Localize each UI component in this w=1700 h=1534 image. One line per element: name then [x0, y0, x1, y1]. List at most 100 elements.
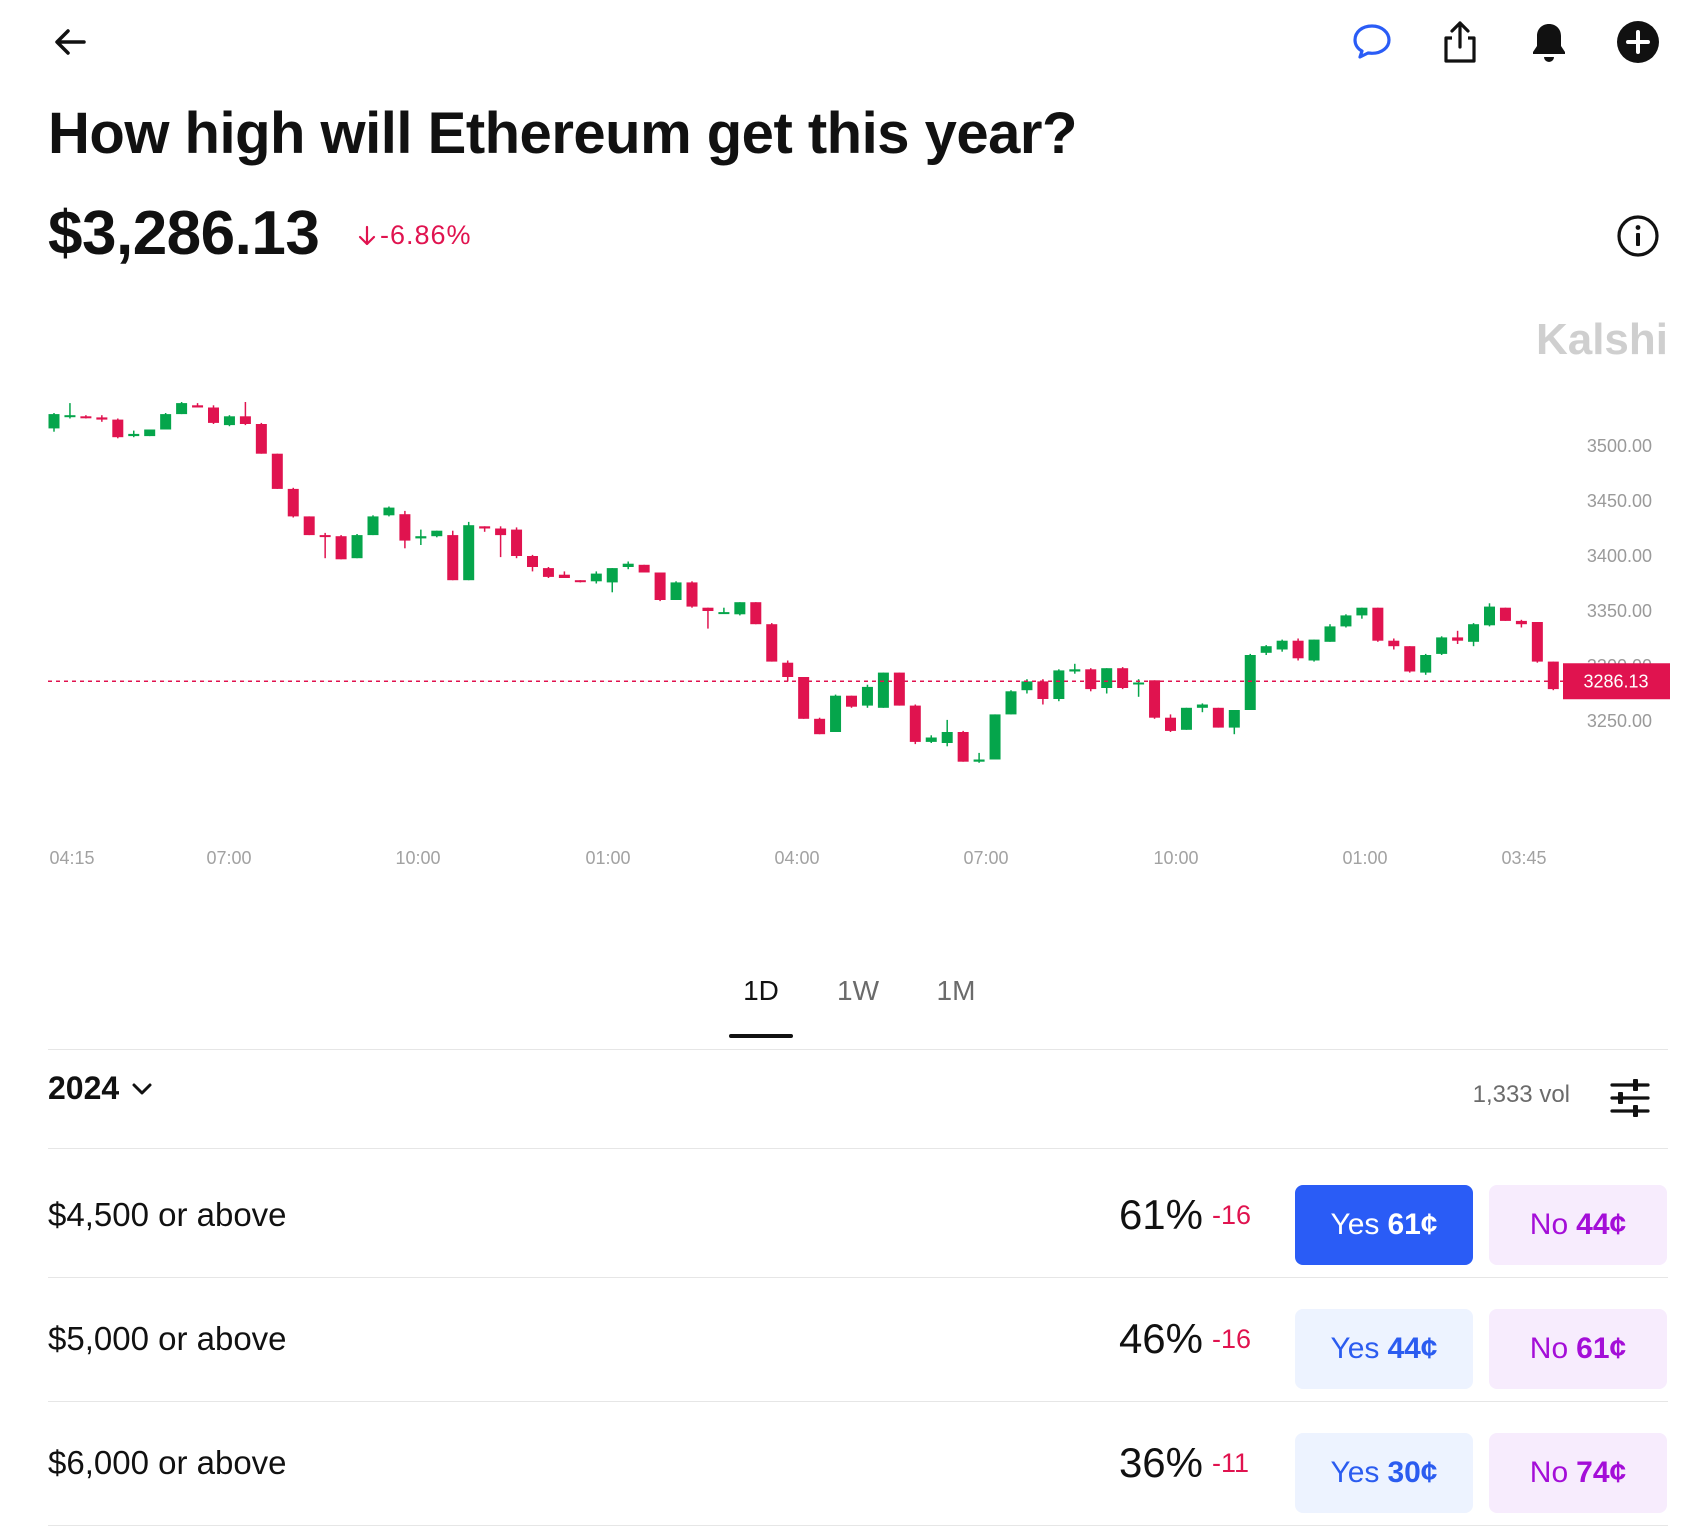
x-tick-label: 07:00 [206, 848, 251, 868]
candle [479, 526, 491, 532]
candle-body [542, 568, 554, 577]
current-price-tag-label: 3286.13 [1583, 671, 1648, 691]
candle-body [271, 453, 283, 489]
bell-icon[interactable] [1521, 14, 1577, 70]
candle-body [1340, 615, 1352, 627]
yes-label: Yes [1330, 1208, 1380, 1241]
candle-body [144, 429, 156, 437]
candle-body [1101, 668, 1113, 688]
candle-body [160, 414, 172, 430]
y-tick-label: 3400.00 [1587, 546, 1652, 566]
share-icon[interactable] [1432, 14, 1488, 70]
candle [1196, 703, 1208, 713]
candle [96, 415, 108, 422]
tab-1d[interactable]: 1D [729, 946, 793, 1038]
buy-yes-button[interactable]: Yes 44¢ [1295, 1309, 1473, 1389]
candle [1276, 639, 1288, 652]
market-probability-change: -11 [1212, 1447, 1250, 1478]
buy-no-button[interactable]: No 44¢ [1489, 1185, 1667, 1265]
candle-body [574, 580, 586, 583]
plus-circle-icon[interactable] [1610, 14, 1666, 70]
candle [814, 717, 826, 735]
buy-no-button[interactable]: No 74¢ [1489, 1433, 1667, 1513]
tab-1w[interactable]: 1W [837, 975, 879, 1006]
candle-body [973, 759, 985, 762]
candle [48, 413, 60, 432]
candle-body [941, 732, 953, 743]
candle [128, 430, 140, 438]
candle [750, 602, 762, 625]
candle-body [1005, 691, 1017, 715]
buy-yes-button[interactable]: Yes 61¢ [1295, 1185, 1473, 1265]
timeframe-tabs: 1D 1W 1M [0, 946, 1700, 1038]
candle [558, 571, 570, 578]
buy-yes-button[interactable]: Yes 30¢ [1295, 1433, 1473, 1513]
candle [1436, 636, 1448, 655]
candle [989, 714, 1001, 760]
candle-body [1117, 668, 1129, 688]
candle-body [686, 582, 698, 607]
candle-body [208, 407, 219, 423]
info-icon[interactable] [1610, 208, 1666, 264]
price-chart: Kalshi 3500.003450.003400.003350.003300.… [48, 315, 1670, 868]
candle-body [176, 403, 188, 415]
candle-body [96, 417, 108, 420]
no-price: 44¢ [1576, 1208, 1627, 1241]
candle [271, 453, 283, 489]
market-label: $4,500 or above [48, 1196, 287, 1233]
candle-body [957, 732, 969, 762]
candle-body [48, 414, 60, 429]
yes-label: Yes [1330, 1456, 1380, 1489]
candle [941, 719, 953, 747]
candle-body [1292, 640, 1304, 659]
candle-body [622, 563, 634, 567]
candle-body [1436, 637, 1448, 654]
candle-body [1547, 661, 1559, 690]
yes-label: Yes [1330, 1332, 1380, 1365]
candle-body [1515, 620, 1527, 625]
candle [782, 660, 794, 682]
candle [383, 506, 395, 517]
candle-body [1196, 704, 1208, 708]
candle-body [287, 488, 299, 517]
candle [80, 415, 92, 419]
year-selector[interactable]: 2024 [48, 1070, 155, 1107]
candle [702, 607, 714, 629]
buy-no-button[interactable]: No 61¢ [1489, 1309, 1667, 1389]
price-change: -6.86% [358, 220, 472, 251]
candle [1468, 623, 1480, 647]
comment-icon[interactable] [1344, 14, 1400, 70]
candle [1005, 690, 1017, 715]
candle [718, 607, 730, 615]
candle [1420, 653, 1432, 675]
x-tick-label: 04:15 [49, 848, 94, 868]
candle [176, 402, 188, 415]
candle-body [830, 695, 842, 732]
candle [160, 413, 172, 430]
back-arrow-icon[interactable] [42, 14, 98, 70]
candle [192, 403, 204, 408]
market-probability-change: -16 [1212, 1323, 1252, 1354]
candle [877, 672, 889, 708]
x-tick-label: 10:00 [1153, 848, 1198, 868]
filter-sliders-icon[interactable] [1600, 1068, 1660, 1128]
candle-body [846, 695, 857, 707]
divider [48, 1401, 1668, 1402]
candle [798, 677, 810, 719]
candle-body [782, 662, 794, 677]
yes-price: 61¢ [1387, 1208, 1438, 1241]
candle [351, 534, 363, 559]
y-tick-label: 3450.00 [1587, 491, 1652, 511]
candle [846, 695, 857, 708]
candle [638, 564, 650, 573]
candle-body [654, 572, 666, 600]
no-label: No [1529, 1208, 1569, 1241]
x-tick-label: 03:45 [1501, 848, 1546, 868]
candle-body [1420, 655, 1432, 673]
price-change-value: -6.86% [380, 220, 472, 250]
candle-body [367, 516, 379, 536]
divider [48, 1277, 1668, 1278]
tab-1m[interactable]: 1M [936, 975, 976, 1006]
candle-body [1053, 670, 1065, 699]
yes-price: 44¢ [1387, 1332, 1438, 1365]
